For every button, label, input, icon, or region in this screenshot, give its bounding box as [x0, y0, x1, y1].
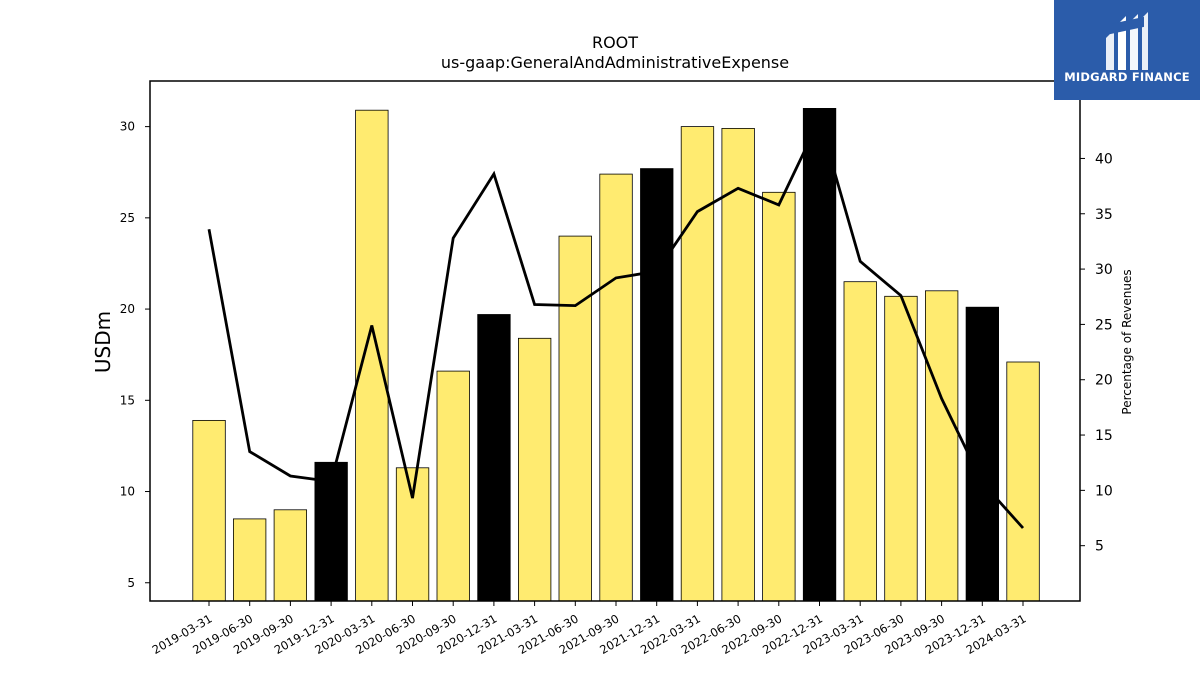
bar-2021-12-31	[640, 168, 674, 602]
y-axis-label: USDm	[91, 311, 115, 373]
bar-2022-09-30	[762, 191, 796, 602]
y2-tick-label: 25	[1095, 317, 1113, 333]
bar-2022-03-31	[680, 126, 715, 602]
bar-2019-06-30	[232, 518, 267, 602]
y-tick-label: 5	[127, 576, 135, 590]
bar-2022-06-30	[721, 127, 755, 602]
bar-2021-09-30	[599, 173, 633, 602]
plot-frame	[149, 80, 1081, 602]
y-tick-label: 20	[120, 302, 135, 316]
logo-text: MIDGARD FINANCE	[1064, 70, 1190, 84]
bar-2023-12-31	[965, 306, 999, 602]
bar-2019-09-30	[273, 509, 308, 602]
y2-tick-label: 35	[1095, 207, 1113, 223]
bar-2020-12-31	[477, 314, 511, 602]
bar-2020-06-30	[395, 467, 430, 602]
bar-2019-03-31	[192, 419, 226, 602]
chart-title: ROOT	[592, 33, 638, 52]
y2-tick-label: 40	[1095, 151, 1113, 167]
y2-tick-label: 5	[1095, 539, 1104, 555]
y2-tick-label: 15	[1095, 428, 1113, 444]
bar-2023-09-30	[925, 290, 959, 602]
bar-2023-03-31	[843, 281, 877, 602]
bar-2021-03-31	[518, 337, 552, 602]
bar-2021-06-30	[558, 235, 592, 602]
y2-tick-label: 30	[1095, 262, 1113, 278]
chart-subtitle: us-gaap:GeneralAndAdministrativeExpense	[441, 53, 789, 72]
bar-2020-09-30	[436, 370, 470, 602]
y-tick-label: 15	[120, 393, 135, 407]
y2-axis-label: Percentage of Revenues	[1120, 269, 1134, 414]
logo-mark-icon	[1106, 12, 1148, 70]
bar-2022-12-31	[802, 108, 837, 602]
y-tick-label: 30	[120, 120, 135, 134]
y2-tick-label: 20	[1095, 373, 1113, 389]
bar-2024-03-31	[1006, 361, 1040, 602]
bar-2023-06-30	[884, 295, 918, 602]
y-tick-label: 10	[120, 485, 135, 499]
bar-2019-12-31	[314, 461, 348, 602]
bar-2020-03-31	[355, 109, 389, 602]
y-tick-label: 25	[120, 211, 135, 225]
y2-tick-label: 10	[1095, 483, 1113, 499]
midgard-finance-logo: MIDGARD FINANCE	[1054, 0, 1200, 100]
